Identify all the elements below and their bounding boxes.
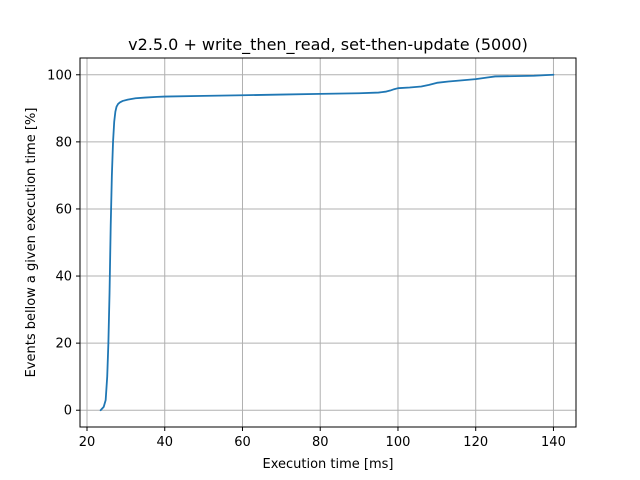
x-tick-label: 40 [156, 435, 173, 450]
series-group [99, 73, 555, 412]
x-tick-label: 120 [463, 435, 488, 450]
x-tick-label: 20 [79, 435, 96, 450]
series-line [99, 73, 555, 412]
grid [80, 58, 576, 427]
y-tick-label: 60 [55, 202, 72, 217]
x-tick-label: 100 [386, 435, 411, 450]
y-tick-label: 80 [55, 135, 72, 150]
plot-area [80, 58, 576, 427]
chart-title: v2.5.0 + write_then_read, set-then-updat… [128, 35, 528, 55]
y-tick-label: 0 [64, 404, 72, 419]
y-axis-label: Events bellow a given execution time [%] [24, 108, 39, 378]
plot-frame [79, 57, 577, 428]
y-tick-label: 20 [55, 337, 72, 352]
ticks: 20 40 60 80 100 120 140 0 20 40 60 80 100 [47, 68, 566, 450]
x-tick-label: 60 [234, 435, 251, 450]
x-axis-label: Execution time [ms] [262, 457, 393, 472]
y-tick-label: 40 [55, 270, 72, 285]
y-tick-label: 100 [47, 68, 72, 83]
x-tick-label: 80 [312, 435, 329, 450]
x-tick-label: 140 [541, 435, 566, 450]
